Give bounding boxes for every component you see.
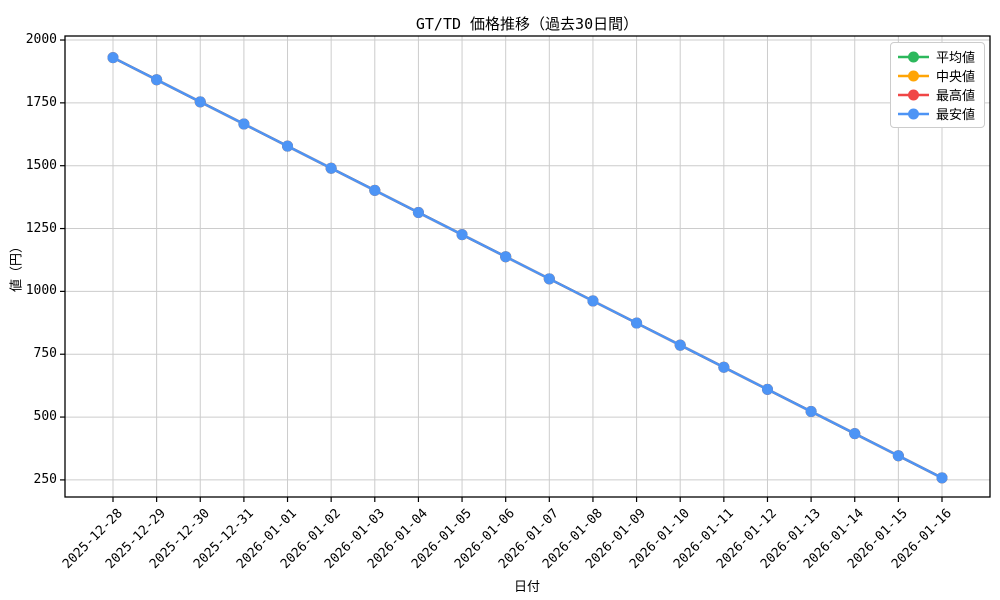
data-point-marker <box>849 428 861 440</box>
legend-item: 最安値 <box>897 105 975 123</box>
data-point-marker <box>761 383 773 395</box>
legend-item-label: 中央値 <box>935 70 975 85</box>
y-tick-label: 1000 <box>25 283 57 299</box>
legend-marker <box>907 70 919 81</box>
legend-swatch <box>897 89 929 100</box>
y-tick-label: 750 <box>33 346 57 362</box>
data-point-marker <box>805 406 817 418</box>
data-point-marker <box>500 251 512 263</box>
y-tick-label: 500 <box>33 409 57 425</box>
chart-title: GT/TD 価格推移（過去30日間） <box>415 15 639 33</box>
data-point-marker <box>238 118 250 130</box>
legend: 平均値中央値最高値最安値 <box>889 42 985 128</box>
data-point-marker <box>892 450 904 462</box>
legend-marker <box>907 89 919 100</box>
data-point-marker <box>282 140 294 152</box>
legend-item-label: 平均値 <box>935 51 975 66</box>
legend-swatch <box>897 108 929 119</box>
data-point-marker <box>151 74 163 86</box>
y-tick-label: 1250 <box>25 220 57 236</box>
legend-marker <box>907 108 919 119</box>
data-series-line <box>111 56 944 480</box>
legend-swatch <box>897 51 929 62</box>
data-point-marker <box>936 472 948 484</box>
data-point-marker <box>194 96 206 108</box>
data-point-marker <box>325 162 337 174</box>
legend-item-label: 最安値 <box>935 108 975 123</box>
y-tick-label: 2000 <box>25 32 57 48</box>
y-tick-label: 1750 <box>25 94 57 110</box>
data-point-marker <box>107 52 119 64</box>
legend-marker <box>907 51 919 62</box>
data-point-marker <box>412 206 424 218</box>
data-point-marker <box>543 273 555 285</box>
y-axis-label: 値（円） <box>9 239 25 293</box>
data-point-marker <box>631 317 643 329</box>
legend-item-label: 最高値 <box>935 89 975 104</box>
legend-item: 平均値 <box>897 48 975 66</box>
x-axis-label: 日付 <box>513 580 541 595</box>
data-point-marker <box>456 229 468 241</box>
y-tick-label: 1500 <box>25 157 57 173</box>
legend-swatch <box>897 70 929 81</box>
axes-border <box>64 35 991 498</box>
data-point-marker <box>587 295 599 307</box>
y-tick-label: 250 <box>33 471 57 487</box>
legend-item: 中央値 <box>897 67 975 85</box>
legend-item: 最高値 <box>897 86 975 104</box>
data-point-marker <box>718 361 730 373</box>
data-point-marker <box>369 184 381 196</box>
data-point-marker <box>674 339 686 351</box>
